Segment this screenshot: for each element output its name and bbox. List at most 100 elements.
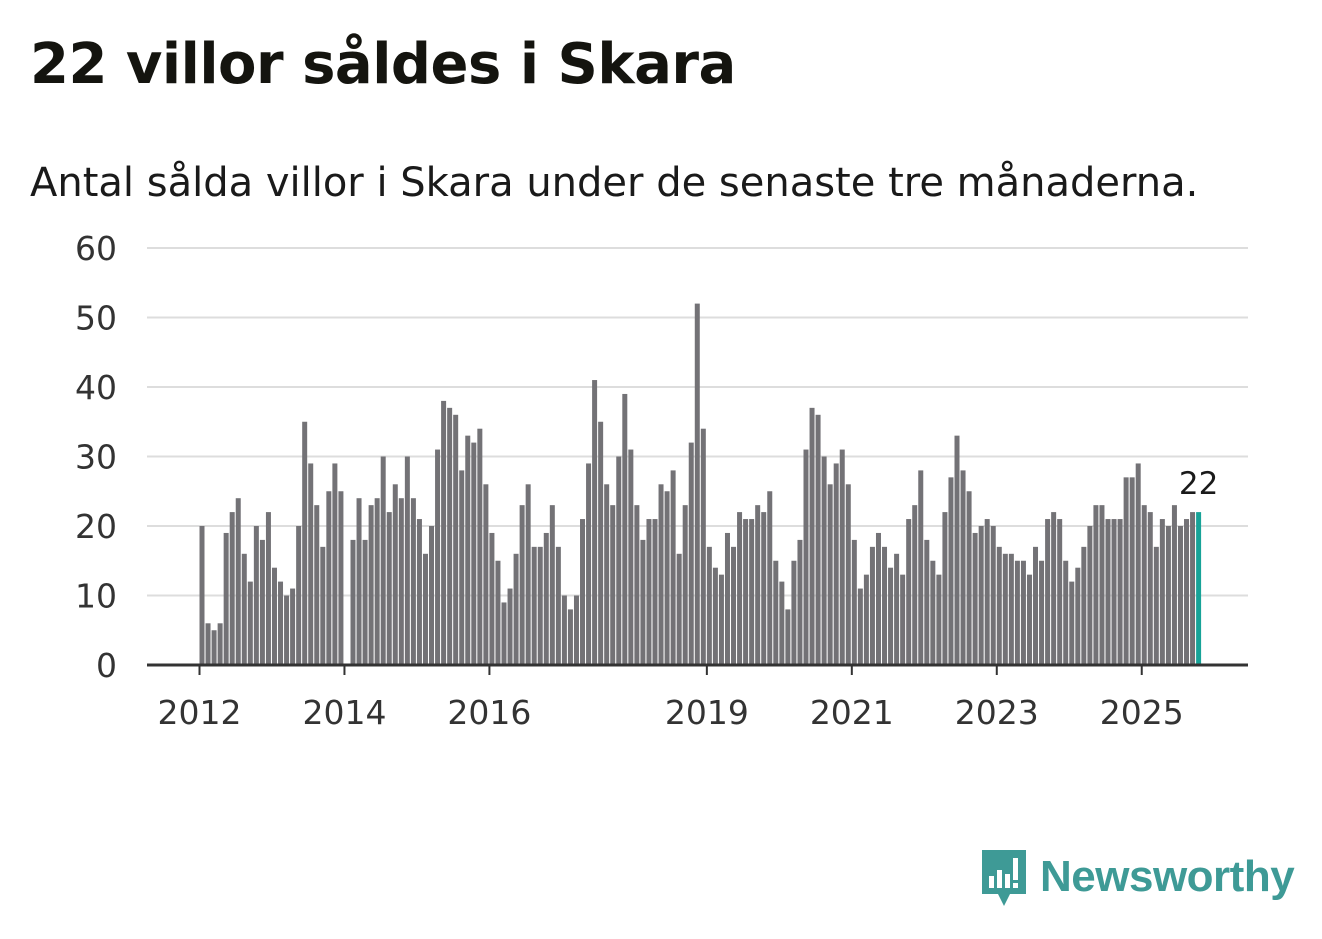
bar (694, 303, 700, 665)
bar (507, 588, 513, 665)
bar (1051, 512, 1057, 665)
bar (386, 512, 392, 665)
bar (338, 491, 344, 665)
highlight-bar (1196, 512, 1202, 665)
bar (622, 393, 628, 665)
bar (567, 609, 573, 665)
bar (640, 539, 646, 665)
bar (743, 519, 749, 665)
bar (646, 519, 652, 665)
y-tick-label: 10 (75, 577, 117, 616)
bar (996, 546, 1002, 665)
bar (688, 442, 694, 665)
bar (821, 456, 827, 665)
bar (531, 546, 537, 665)
bar (429, 526, 435, 665)
bar (368, 505, 374, 665)
bar (1093, 505, 1099, 665)
bar (284, 595, 290, 665)
bar (912, 505, 918, 665)
bar (247, 581, 253, 665)
bar (900, 574, 906, 665)
page-title: 22 villor såldes i Skara (30, 32, 736, 97)
y-tick-label: 60 (75, 229, 117, 268)
bar (1081, 546, 1087, 665)
bar (972, 532, 978, 665)
bar (851, 539, 857, 665)
bar (549, 505, 555, 665)
bar (1020, 560, 1026, 665)
bar (1057, 519, 1063, 665)
bar (616, 456, 622, 665)
bar (501, 602, 507, 665)
bar (803, 449, 809, 665)
bar (1002, 553, 1008, 665)
bar (731, 546, 737, 665)
bar (894, 553, 900, 665)
bar (930, 560, 936, 665)
bar (706, 546, 712, 665)
bar (990, 526, 996, 665)
bar (954, 435, 960, 665)
bar (598, 421, 604, 665)
bar (960, 470, 966, 665)
bar (483, 484, 489, 665)
bar (259, 539, 265, 665)
bar (658, 484, 664, 665)
bar (1135, 463, 1141, 665)
bar (767, 491, 773, 665)
bar (278, 581, 284, 665)
bar (495, 560, 501, 665)
bar (839, 449, 845, 665)
bar (918, 470, 924, 665)
bar (537, 546, 543, 665)
bar (441, 400, 447, 665)
x-tick-label: 2012 (158, 693, 242, 732)
bar (580, 519, 586, 665)
bar (1117, 519, 1123, 665)
bar (573, 595, 579, 665)
bar (724, 532, 730, 665)
bar (592, 380, 598, 665)
bar (610, 505, 616, 665)
bar (875, 532, 881, 665)
bar (845, 484, 851, 665)
bar (815, 414, 821, 665)
bar (229, 512, 235, 665)
y-tick-label: 0 (96, 646, 117, 685)
bar (1111, 519, 1117, 665)
bar (271, 567, 277, 665)
bar (477, 428, 483, 665)
bar (1153, 546, 1159, 665)
bar (857, 588, 863, 665)
brand-logo: Newsworthy (980, 846, 1295, 908)
bar (700, 428, 706, 665)
bar (199, 526, 205, 665)
bar-chart: 0 10 20 30 40 50 60 2012 2014 2016 2019 2021 2023 202… (75, 229, 1248, 732)
brand-name: Newsworthy (1040, 852, 1295, 901)
bar (525, 484, 531, 665)
bar (314, 505, 320, 665)
bar (906, 519, 912, 665)
bar (718, 574, 724, 665)
bar (755, 505, 761, 665)
bar (1033, 546, 1039, 665)
bar (555, 546, 561, 665)
bar (374, 498, 380, 665)
x-tick-label: 2016 (447, 693, 531, 732)
bar (942, 512, 948, 665)
bar (1014, 560, 1020, 665)
bar (809, 407, 815, 665)
bar (513, 553, 519, 665)
bar (664, 491, 670, 665)
bar (785, 609, 791, 665)
bar (416, 519, 422, 665)
bar (253, 526, 259, 665)
bar (586, 463, 592, 665)
bar (1165, 526, 1171, 665)
bar (1184, 519, 1190, 665)
x-tick-label: 2021 (810, 693, 894, 732)
bar (1045, 519, 1051, 665)
bar (543, 532, 549, 665)
bar (410, 498, 416, 665)
